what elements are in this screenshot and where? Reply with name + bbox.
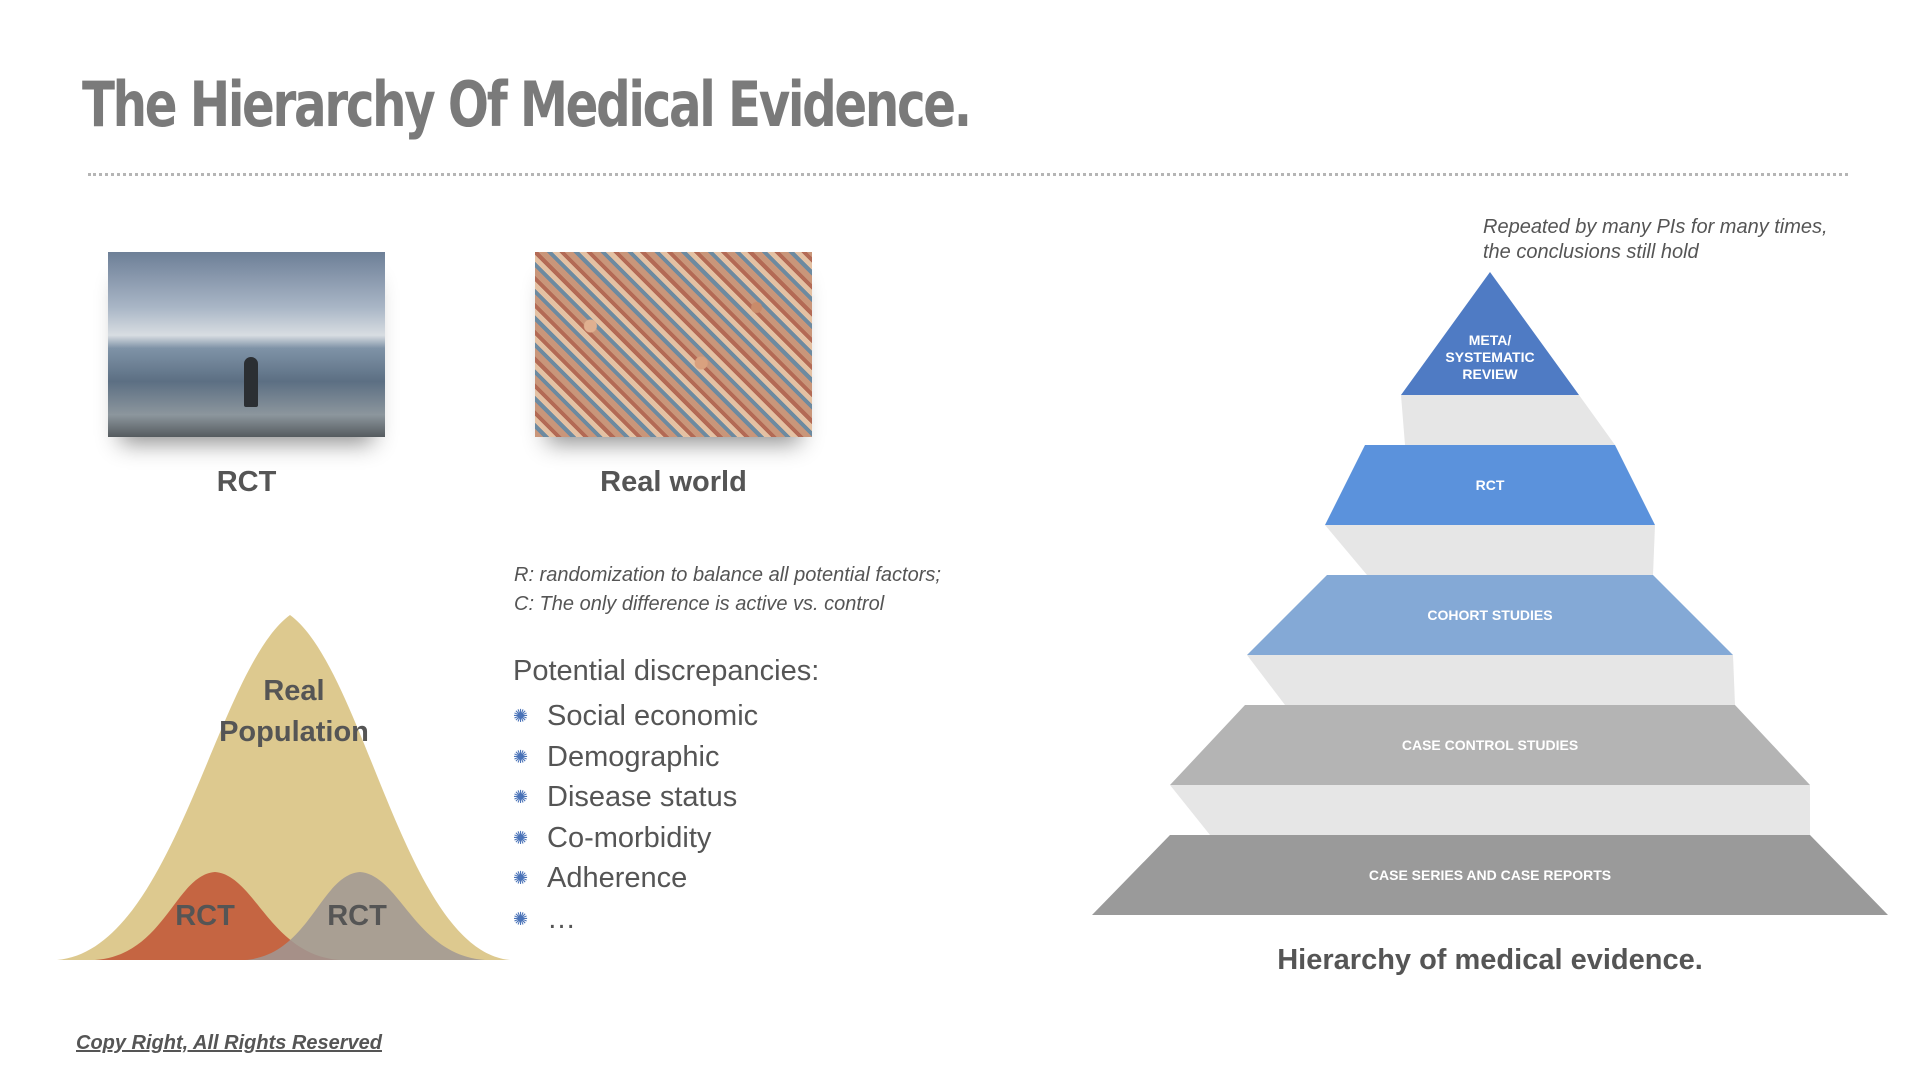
rct-left-label: RCT [175, 900, 235, 932]
real-population-label-line2: Population [219, 716, 369, 748]
pyramid-connector-band [1170, 785, 1810, 835]
list-item: ✺ Adherence [513, 858, 758, 899]
pyramid-note-line1: Repeated by many PIs for many times, [1483, 216, 1828, 238]
list-item: ✺ Social economic [513, 696, 758, 737]
asterisk-bullet-icon: ✺ [513, 787, 529, 807]
rct-left-curve [95, 872, 340, 960]
pyramid-level [1170, 705, 1810, 785]
real-world-crowd-photo [535, 252, 812, 437]
rct-right-curve [245, 872, 485, 960]
pyramid-connector-band [1247, 655, 1735, 705]
pyramid-level-label: CASE SERIES AND CASE REPORTS [1369, 867, 1611, 883]
population-bell-curve-diagram: Real Population RCT RCT [57, 615, 510, 960]
rct-beach-photo [108, 252, 385, 437]
pyramid-note-line2: the conclusions still hold [1483, 241, 1699, 263]
asterisk-bullet-icon: ✺ [513, 868, 529, 888]
pyramid-caption: Hierarchy of medical evidence. [1277, 944, 1703, 976]
copyright-notice: Copy Right, All Rights Reserved [76, 1032, 382, 1054]
pyramid-level-label: META/ [1469, 332, 1512, 348]
pyramid-level [1325, 445, 1655, 525]
pyramid-connector-band [1325, 525, 1655, 575]
pyramid-connector-band [1401, 395, 1615, 445]
asterisk-bullet-icon: ✺ [513, 827, 529, 848]
pyramid-level [1401, 272, 1579, 395]
pyramid-level [1247, 575, 1733, 655]
page-title: The Hierarchy Of Medical Evidence. [82, 68, 972, 141]
list-item: ✺ Demographic [513, 737, 758, 778]
pyramid-level-label: REVIEW [1462, 366, 1518, 382]
asterisk-bullet-icon: ✺ [513, 908, 529, 929]
pyramid-level-label: SYSTEMATIC [1445, 349, 1534, 365]
pyramid-level-label: RCT [1476, 477, 1505, 493]
discrepancies-heading: Potential discrepancies: [513, 655, 820, 687]
rct-right-label: RCT [327, 900, 387, 932]
pyramid-level-label: CASE CONTROL STUDIES [1402, 737, 1578, 753]
list-item: ✺ Co-morbidity [513, 818, 758, 859]
control-note: C: The only difference is active vs. con… [514, 593, 885, 615]
pyramid-top-note: Repeated by many PIs for many times, the… [1483, 215, 1883, 265]
randomization-note: R: randomization to balance all potentia… [514, 564, 941, 586]
pyramid-level-label: COHORT STUDIES [1427, 607, 1552, 623]
rct-photo-caption: RCT [216, 466, 277, 498]
asterisk-bullet-icon: ✺ [513, 706, 529, 726]
real-world-photo-caption: Real world [600, 466, 747, 498]
real-population-curve [57, 615, 510, 960]
title-divider [88, 173, 1848, 176]
discrepancies-list: ✺ Social economic ✺ Demographic ✺ Disease s… [513, 696, 758, 939]
pyramid-level [1092, 835, 1888, 915]
lone-person-figure [244, 357, 258, 407]
real-population-label-line1: Real [263, 675, 324, 707]
list-item: ✺ Disease status [513, 777, 758, 818]
list-item: ✺… [513, 899, 758, 940]
asterisk-bullet-icon: ✺ [513, 746, 529, 767]
